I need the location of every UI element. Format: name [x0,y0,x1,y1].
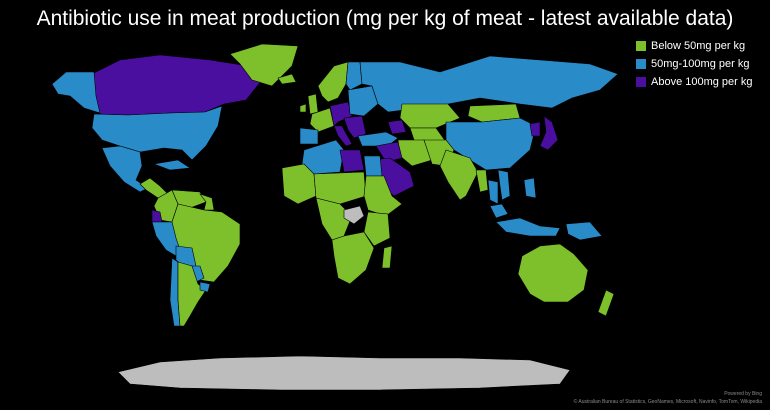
attribution-sources: © Australian Bureau of Statistics, GeoNa… [573,399,762,405]
region-iceland [277,73,297,85]
legend-entry-below-50: Below 50mg per kg [636,37,753,55]
region-balkans [343,115,367,139]
region-venezuela [171,189,207,209]
region-uk [307,93,319,115]
legend-label-below-50: Below 50mg per kg [651,40,746,52]
region-egypt [363,155,383,177]
region-australia [517,243,589,303]
region-sahel [313,171,367,205]
region-scandinavia [317,61,349,103]
region-east-africa [363,211,391,247]
region-finland [345,61,363,91]
legend-entry-above-100: Above 100mg per kg [636,73,753,91]
region-morocco-algeria [301,139,345,175]
region-italy [333,125,353,147]
region-western-europe [309,107,335,133]
region-southern-africa [331,231,375,285]
region-caucasus [387,119,407,135]
region-new-zealand [597,289,615,317]
region-japan [539,115,559,151]
region-india [439,149,479,201]
region-new-guinea [565,221,603,241]
region-philippines [523,177,537,199]
region-turkey [357,131,399,147]
legend-swatch-50-100 [636,59,646,69]
region-eastern-europe [347,85,379,117]
region-russia [359,55,619,113]
region-malaysia [489,203,509,219]
region-iberia [299,127,319,145]
region-usa [91,105,223,161]
region-no-data-central-africa [343,205,365,225]
region-canada [91,54,263,116]
region-uruguay [199,281,211,293]
region-alaska [51,71,101,114]
region-guianas [199,193,215,211]
region-korea [529,121,541,137]
legend-label-above-100: Above 100mg per kg [651,76,753,88]
region-antarctica [117,355,571,391]
map-attribution: Powered by Bing © Australian Bureau of S… [574,390,762,406]
legend-label-50-100: 50mg-100mg per kg [651,58,750,70]
region-ireland [299,103,307,113]
legend-entry-50-100: 50mg-100mg per kg [636,55,753,73]
legend: Below 50mg per kg 50mg-100mg per kg Abov… [636,37,753,91]
region-indonesia [495,217,561,237]
region-greenland [229,43,299,87]
legend-swatch-below-50 [636,41,646,51]
region-thailand [487,179,499,205]
map-title: Antibiotic use in meat production (mg pe… [36,7,734,30]
region-cuba [152,159,191,171]
legend-swatch-above-100 [636,77,646,87]
region-myanmar [475,169,489,193]
region-madagascar [381,245,393,269]
region-sudan-ethiopia [363,175,403,217]
attribution-powered-by: Powered by Bing [724,391,762,397]
region-vietnam [497,169,511,201]
region-libya [339,149,365,173]
region-argentina [177,261,207,327]
region-iraq-syria [375,141,403,163]
